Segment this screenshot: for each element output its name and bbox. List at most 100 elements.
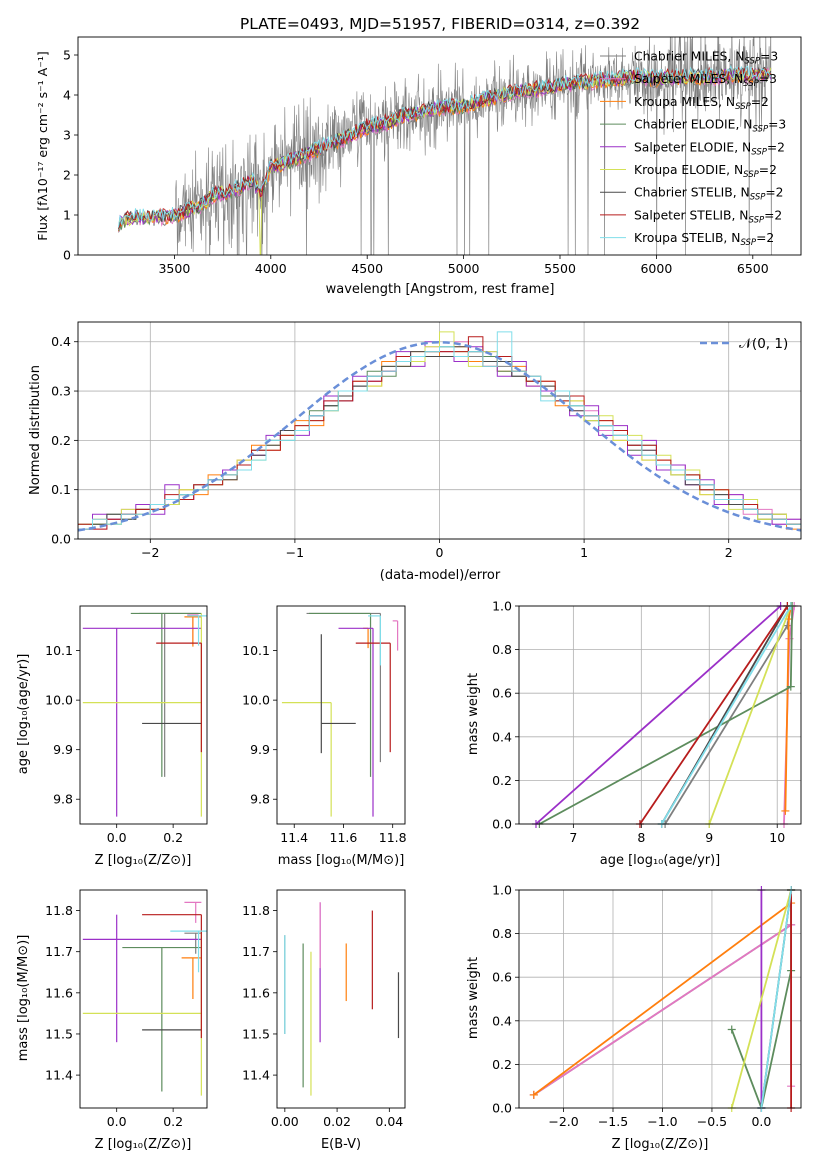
y-tick-label: 11.7	[242, 944, 270, 959]
y-tick-label: 10.1	[45, 643, 73, 658]
y-tick-label: 9.9	[53, 742, 73, 757]
legend-label: Chabrier ELODIE, NSSP=3	[634, 118, 786, 135]
y-tick-label: 11.4	[242, 1068, 270, 1083]
y-tick-label: 9.9	[250, 742, 270, 757]
hist-legend: 𝒩(0, 1)	[700, 336, 788, 352]
y-tick-label: 1.0	[492, 599, 512, 614]
residual-hist-panel: −2 −1 0 1 2 0.0 0.1 0.2 0.3 0.4 (data-model)/erro…	[28, 321, 802, 583]
x-tick-label: 7	[569, 830, 577, 845]
y-tick-label: 11.7	[45, 944, 73, 959]
weight-line	[533, 902, 792, 1096]
x-tick-label: 0.02	[323, 1114, 351, 1129]
axes-frame	[79, 889, 208, 1109]
y-tick-label: 0.4	[492, 729, 512, 744]
x-tick-label: 0.04	[375, 1114, 403, 1129]
legend-label: Kroupa MILES, NSSP=2	[634, 95, 769, 112]
x-tick-label: 0.00	[271, 1114, 299, 1129]
weight-marker	[727, 1025, 736, 1034]
ageweight-xlabel: age [log₁₀(age/yr)]	[600, 853, 721, 868]
y-tick-label: 11.4	[45, 1068, 73, 1083]
legend-label: Chabrier STELIB, NSSP=2	[634, 186, 784, 203]
y-tick-label: 10.1	[242, 643, 270, 658]
weight-line	[730, 890, 792, 1108]
x-tick-label: 11.6	[330, 830, 358, 845]
y-tick-label: 9.8	[250, 792, 270, 807]
histogram-step	[78, 331, 801, 539]
weight-marker	[529, 1090, 538, 1099]
y-tick-label: 3	[63, 128, 71, 143]
z-mass-plot: 0.0 0.2 11.4 11.5 11.6 11.7 11.8	[45, 889, 208, 1129]
y-tick-label: 0.8	[492, 642, 512, 657]
weight-line	[535, 606, 782, 824]
legend-label: Kroupa STELIB, NSSP=2	[634, 231, 774, 248]
y-tick-label: 0.4	[492, 1013, 512, 1028]
weight-line	[639, 606, 789, 824]
ebv-xlabel: E(B-V)	[321, 1137, 361, 1152]
x-tick-label: 0.0	[107, 1114, 127, 1129]
y-tick-label: 0.6	[492, 686, 512, 701]
x-tick-label: −1	[286, 545, 304, 560]
z-weight-plot: −2.0 −1.5 −1.0 −0.5 0.0 0.0 0.2 0.4 0.6 0.8 1.0	[492, 883, 802, 1129]
ageweight-ylabel: mass weight	[466, 673, 481, 755]
y-tick-label: 11.6	[45, 985, 73, 1000]
x-tick-label: 6500	[737, 261, 769, 276]
age-weight-plot: 7 8 9 10 0.0 0.2 0.4 0.6 0.8 1.0	[492, 599, 802, 845]
y-tick-label: 1.0	[492, 883, 512, 898]
massage-xlabel: mass [log₁₀(M/M⊙)]	[278, 853, 405, 868]
weight-line	[660, 606, 792, 824]
weight-line	[538, 606, 794, 824]
figure-title: PLATE=0493, MJD=51957, FIBERID=0314, z=0…	[240, 15, 640, 33]
spectrum-xlabel: wavelength [Angstrom, rest frame]	[326, 282, 555, 297]
spectrum-legend: Chabrier MILES, NSSP=3 Salpeter MILES, NS…	[600, 50, 786, 248]
axes-frame	[77, 36, 802, 256]
y-tick-label: 1	[63, 208, 71, 223]
x-tick-label: −0.5	[697, 1114, 727, 1129]
axes-frame	[518, 605, 802, 825]
axes-frame	[518, 889, 802, 1109]
y-tick-label: 11.8	[242, 903, 270, 918]
y-tick-label: 0.0	[492, 817, 512, 832]
spectrum-plot: 3500 4000 4500 5000 5500 6000 6500 0 1 2 3 4 5	[63, 36, 802, 276]
mass-age-plot: 11.4 11.6 11.8 9.8 9.9 10.0 10.1	[242, 605, 407, 845]
y-tick-label: 0.0	[51, 532, 71, 547]
ebv-mass-plot: 0.00 0.02 0.04 11.4 11.5 11.6 11.7 11.8	[242, 889, 406, 1129]
x-tick-label: 11.4	[280, 830, 308, 845]
residual-hist-plot: −2 −1 0 1 2 0.0 0.1 0.2 0.3 0.4	[51, 321, 802, 560]
y-tick-label: 11.8	[45, 903, 73, 918]
legend-label: Kroupa ELODIE, NSSP=2	[634, 163, 777, 180]
normal-curve	[77, 340, 802, 532]
x-tick-label: 0.0	[107, 830, 127, 845]
x-tick-label: 9	[705, 830, 713, 845]
x-tick-label: 4500	[351, 261, 383, 276]
zage-xlabel: Z [log₁₀(Z/Z⊙)]	[95, 853, 192, 868]
model-spectrum-line	[118, 67, 772, 255]
hist-ylabel: Normed distribution	[28, 365, 43, 495]
x-tick-label: −2.0	[548, 1114, 578, 1129]
zweight-ylabel: mass weight	[466, 957, 481, 1039]
y-tick-label: 10.0	[45, 693, 73, 708]
x-tick-label: 0	[436, 545, 444, 560]
y-tick-label: 5	[63, 48, 71, 63]
y-tick-label: 11.5	[45, 1026, 73, 1041]
y-tick-label: 0.8	[492, 926, 512, 941]
axes-frame	[77, 321, 802, 540]
x-tick-label: 0.0	[751, 1114, 771, 1129]
weight-line	[760, 890, 792, 1108]
x-tick-label: 5000	[448, 261, 480, 276]
y-tick-label: 10.0	[242, 693, 270, 708]
x-tick-label: −1.0	[647, 1114, 677, 1129]
x-tick-label: 8	[637, 830, 645, 845]
x-tick-label: 1	[580, 545, 588, 560]
x-tick-label: 0.2	[163, 1114, 183, 1129]
y-tick-label: 0	[63, 248, 71, 263]
x-tick-label: 0.2	[163, 830, 183, 845]
x-tick-label: 5500	[544, 261, 576, 276]
x-tick-label: 4000	[255, 261, 287, 276]
x-tick-label: 3500	[158, 261, 190, 276]
y-tick-label: 4	[63, 88, 71, 103]
x-tick-label: −1.5	[598, 1114, 628, 1129]
axes-frame	[276, 605, 406, 825]
zage-ylabel: age [log₁₀(age/yr)]	[16, 654, 31, 775]
spectrum-panel: 3500 4000 4500 5000 5500 6000 6500 0 1 2 3 4 5 wavel…	[35, 36, 802, 297]
